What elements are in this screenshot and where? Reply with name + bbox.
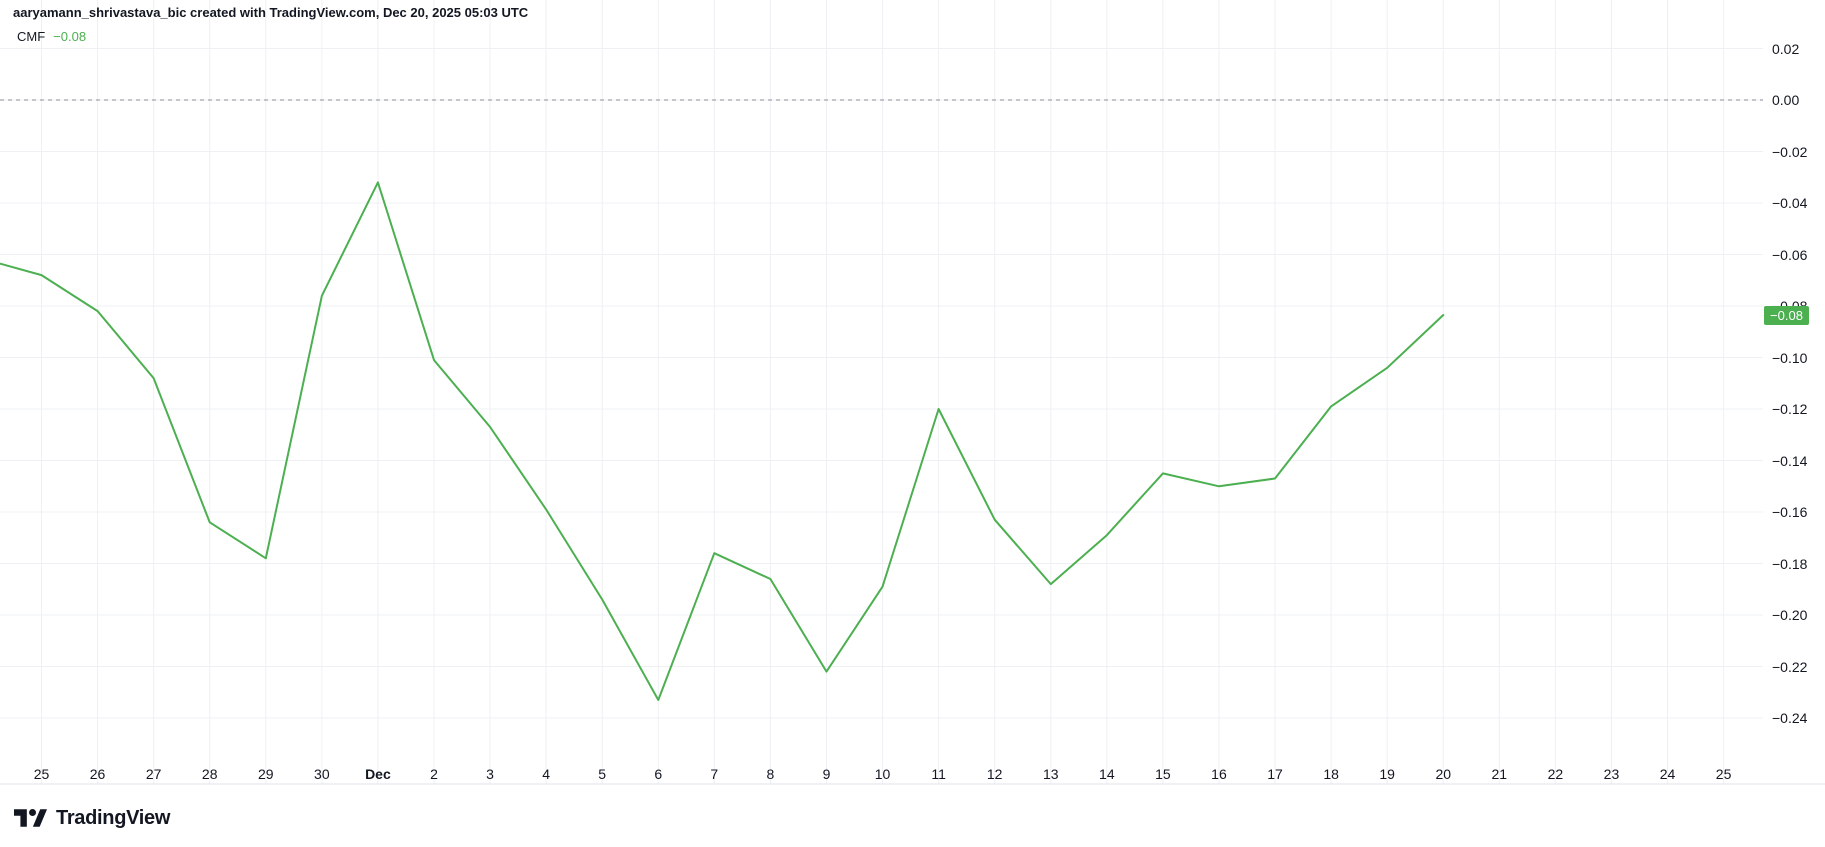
indicator-current-value: −0.08 — [53, 29, 87, 44]
price-axis-label: −0.02 — [1772, 143, 1808, 160]
price-axis-label: −0.10 — [1772, 349, 1808, 366]
price-axis-label: −0.24 — [1772, 710, 1808, 726]
time-axis-label: 13 — [1042, 766, 1059, 782]
time-axis-label: 23 — [1603, 766, 1620, 782]
time-axis-label: 26 — [89, 766, 106, 782]
chart-attribution: aaryamann_shrivastava_bic created with T… — [13, 5, 529, 20]
price-axis-label: 0.02 — [1772, 40, 1800, 57]
tradingview-logo-icon — [14, 809, 47, 827]
cmf-line-series — [0, 181, 1445, 701]
price-axis-label: −0.16 — [1772, 504, 1808, 520]
time-axis-label: 11 — [931, 766, 946, 782]
time-axis-label: 15 — [1155, 766, 1171, 782]
time-axis-label: 2 — [430, 766, 438, 782]
time-axis-label: 9 — [822, 766, 831, 782]
price-axis-label: −0.06 — [1772, 246, 1808, 263]
time-axis-label: 25 — [33, 766, 50, 782]
time-axis-label: 22 — [1547, 766, 1564, 782]
price-axis-label: −0.14 — [1772, 452, 1808, 469]
time-axis-label: 24 — [1659, 766, 1676, 782]
time-axis-label: 21 — [1491, 766, 1508, 782]
time-axis-label: 14 — [1099, 766, 1115, 782]
time-axis-label: 10 — [874, 766, 891, 782]
indicator-name: CMF — [17, 29, 46, 44]
indicator-legend: CMF −0.08 — [17, 29, 86, 44]
price-axis-label: −0.18 — [1772, 555, 1808, 572]
time-axis-label: 4 — [542, 766, 551, 782]
time-axis-label: 18 — [1323, 766, 1339, 782]
time-axis-label: 16 — [1211, 766, 1227, 782]
tradingview-watermark[interactable]: TradingView — [14, 805, 170, 831]
time-axis-label: 28 — [201, 766, 218, 782]
time-axis-label: 19 — [1379, 766, 1395, 782]
time-axis-label: 29 — [257, 766, 274, 782]
time-axis-label: 30 — [314, 766, 330, 782]
price-axis-label: 0.00 — [1772, 92, 1800, 108]
tradingview-brand-text: TradingView — [56, 806, 171, 829]
last-value-badge: −0.08 — [1764, 305, 1809, 325]
price-axis-label: −0.12 — [1772, 401, 1808, 417]
price-axis-label: −0.22 — [1772, 658, 1808, 675]
time-axis-label: Dec — [365, 766, 391, 782]
price-axis-label: −0.20 — [1772, 607, 1808, 623]
time-axis-label: 12 — [986, 766, 1003, 782]
price-axis-label: −0.04 — [1772, 195, 1808, 211]
time-axis-label: 17 — [1267, 766, 1283, 782]
time-axis-label: 7 — [710, 766, 719, 782]
time-axis-label: 6 — [654, 766, 663, 782]
time-axis-label: 8 — [766, 766, 775, 782]
time-axis-label: 27 — [145, 766, 162, 782]
time-axis-label: 5 — [598, 766, 607, 782]
time-axis-label: 20 — [1435, 766, 1452, 782]
time-axis-label: 25 — [1715, 766, 1732, 782]
time-axis-label: 3 — [486, 766, 494, 782]
